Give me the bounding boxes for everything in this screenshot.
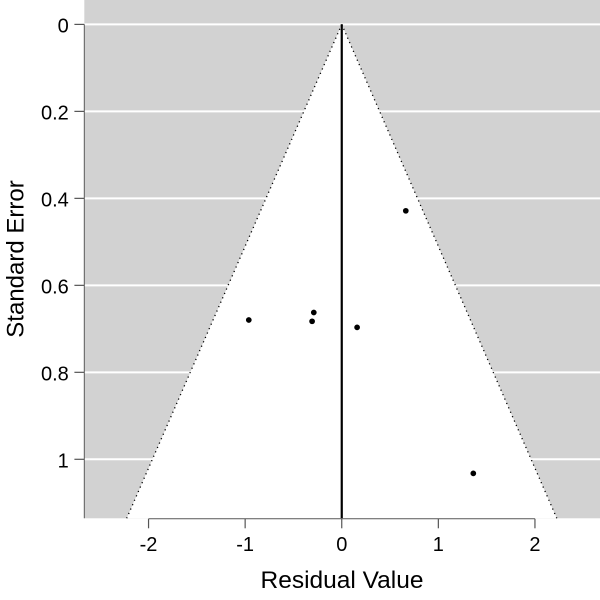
svg-text:0.8: 0.8 bbox=[41, 364, 69, 386]
svg-text:0: 0 bbox=[58, 16, 69, 38]
svg-text:Standard Error: Standard Error bbox=[3, 180, 30, 337]
svg-text:0.6: 0.6 bbox=[41, 277, 69, 299]
svg-text:Residual Value: Residual Value bbox=[261, 567, 424, 594]
svg-text:-2: -2 bbox=[140, 534, 158, 556]
svg-text:2: 2 bbox=[529, 534, 540, 556]
svg-text:-1: -1 bbox=[236, 534, 254, 556]
svg-text:0.4: 0.4 bbox=[41, 190, 69, 212]
svg-text:1: 1 bbox=[58, 451, 69, 473]
svg-text:1: 1 bbox=[433, 534, 444, 556]
svg-text:0.2: 0.2 bbox=[41, 103, 69, 125]
svg-text:0: 0 bbox=[336, 534, 347, 556]
